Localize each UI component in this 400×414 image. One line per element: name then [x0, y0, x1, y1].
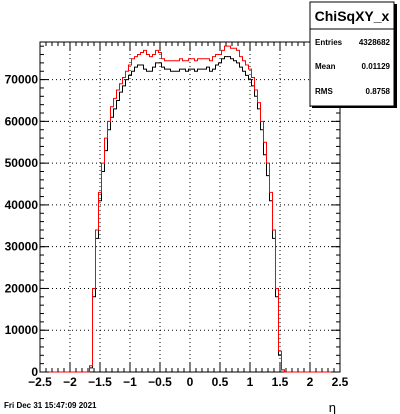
stats-box-frame [309, 1, 395, 107]
histogram-series-2 [40, 45, 340, 373]
y-tick-label: 70000 [5, 73, 39, 87]
y-tick-label: 10000 [5, 323, 39, 337]
x-axis-label: η [329, 400, 336, 414]
x-tick-label: −2.5 [28, 375, 52, 389]
tick-labels: −2.5 −2 −1.5 −1 −0.5 0 0.5 1 1.5 2 2.5 0 10000 20000 3… [5, 73, 349, 389]
stats-mean-label: Mean [315, 62, 336, 71]
series-layer [40, 45, 340, 373]
x-tick-label: −0.5 [148, 375, 172, 389]
y-tick-label: 50000 [5, 156, 39, 170]
x-tick-label: −2 [63, 375, 77, 389]
y-tick-label: 30000 [5, 240, 39, 254]
y-tick-label: 40000 [5, 198, 39, 212]
x-tick-label: 1.5 [272, 375, 289, 389]
x-tick-label: 1 [247, 375, 254, 389]
axis-ticks [39, 42, 341, 373]
footer-timestamp: Fri Dec 31 15:47:09 2021 [4, 401, 97, 410]
stats-box: ChiSqXY_x Entries 4328682 Mean 0.01129 R… [309, 1, 397, 108]
stats-box-shadow-bottom [312, 106, 397, 108]
x-tick-label: 2.5 [332, 375, 349, 389]
stats-entries-value: 4328682 [359, 38, 391, 47]
stats-mean-value: 0.01129 [362, 62, 391, 71]
grid-lines [40, 42, 340, 372]
y-tick-label: 0 [31, 365, 38, 379]
y-tick-label: 60000 [5, 114, 39, 128]
x-tick-label: −1 [123, 375, 137, 389]
stats-rms-value: 0.8758 [366, 87, 391, 96]
stats-entries-label: Entries [315, 38, 343, 47]
y-tick-label: 20000 [5, 281, 39, 295]
x-tick-label: 2 [307, 375, 314, 389]
stats-box-shadow-right [394, 4, 397, 108]
x-tick-label: 0 [187, 375, 194, 389]
stats-rms-label: RMS [315, 87, 333, 96]
stats-title: ChiSqXY_x [315, 8, 390, 24]
x-tick-label: −1.5 [88, 375, 112, 389]
x-tick-label: 0.5 [212, 375, 229, 389]
